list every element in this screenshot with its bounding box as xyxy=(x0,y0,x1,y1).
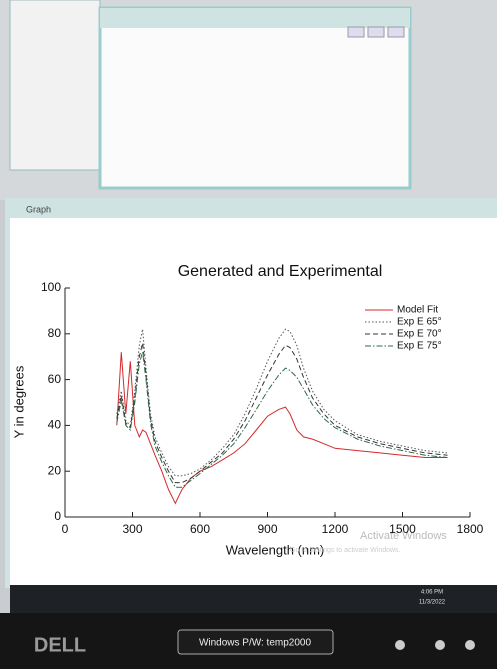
series-line xyxy=(116,352,448,505)
y-tick-label: 40 xyxy=(48,418,62,432)
window-button[interactable] xyxy=(367,26,385,38)
y-axis-label: Y in degrees xyxy=(11,365,26,438)
x-tick-label: 300 xyxy=(122,522,142,536)
y-tick-label: 20 xyxy=(48,463,62,477)
taskbar-date: 11/3/2022 xyxy=(419,600,446,606)
x-tick-label: 600 xyxy=(190,522,210,536)
monitor-button[interactable] xyxy=(435,640,445,650)
window-title: Graph xyxy=(26,204,51,214)
series-line xyxy=(116,342,448,484)
window-button[interactable] xyxy=(387,26,405,38)
plot: 0 20 40 60 80 100 0 300 600 900 1200 1500 1800 Model … xyxy=(41,280,484,536)
monitor-button[interactable] xyxy=(465,640,475,650)
x-tick-label: 1500 xyxy=(389,522,416,536)
y-tick-label: 60 xyxy=(48,372,62,386)
y-tick-label: 100 xyxy=(41,280,61,294)
watermark-text: Go to Settings to activate Windows. xyxy=(290,547,401,554)
x-tick-label: 900 xyxy=(257,522,277,536)
monitor-brand: DELL xyxy=(34,634,86,656)
y-tick-label: 0 xyxy=(54,509,61,523)
series-line xyxy=(116,328,448,477)
back-window-titlebar xyxy=(100,8,410,28)
chart-title: Generated and Experimental xyxy=(178,263,383,280)
x-tick-label: 0 xyxy=(62,522,69,536)
monitor-label: Windows P/W: temp2000 xyxy=(199,638,312,649)
taskbar-time: 4:06 PM xyxy=(421,590,443,596)
legend-label: Exp E 65° xyxy=(397,317,442,328)
legend-label: Model Fit xyxy=(397,305,438,316)
x-tick-label: 1200 xyxy=(322,522,349,536)
graph-canvas xyxy=(10,218,497,585)
x-tick-label: 1800 xyxy=(457,522,484,536)
legend-label: Exp E 70° xyxy=(397,329,442,340)
x-axis-label: Wavelength (nm) xyxy=(226,542,325,557)
label-sticker xyxy=(177,629,334,655)
y-tick-label: 80 xyxy=(48,326,62,340)
monitor-button[interactable] xyxy=(395,640,405,650)
series-line xyxy=(116,351,448,488)
back-window-left xyxy=(9,0,101,171)
watermark-title: Activate Windows xyxy=(360,530,447,542)
window-button[interactable] xyxy=(347,26,365,38)
back-window xyxy=(98,6,412,190)
taskbar xyxy=(10,585,497,613)
legend-label: Exp E 75° xyxy=(397,341,442,352)
